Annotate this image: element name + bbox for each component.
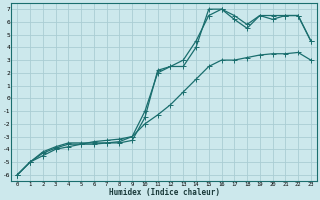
- X-axis label: Humidex (Indice chaleur): Humidex (Indice chaleur): [108, 188, 220, 197]
